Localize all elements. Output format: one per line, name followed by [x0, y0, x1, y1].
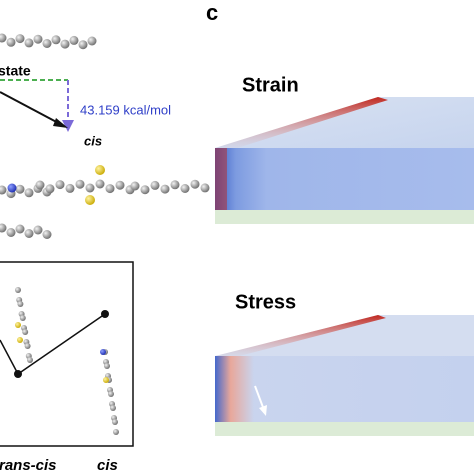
- path-arrowhead: [53, 118, 68, 128]
- barrier-label: 43.159 kcal/mol: [80, 102, 171, 117]
- atom: [60, 39, 70, 49]
- atom: [24, 229, 34, 238]
- plot-point: [101, 310, 109, 318]
- atom: [22, 329, 29, 335]
- atom: [160, 184, 170, 194]
- atom: [65, 183, 75, 193]
- atom: [33, 225, 43, 235]
- atom: [170, 180, 180, 190]
- atom: [17, 337, 23, 343]
- atom: [130, 181, 140, 191]
- atom: [42, 39, 52, 48]
- atom: [17, 301, 24, 307]
- slab-corner: [215, 148, 227, 210]
- atom: [55, 180, 65, 190]
- atom: [33, 34, 43, 44]
- atom: [27, 357, 33, 363]
- molecules: [0, 33, 210, 435]
- x-label: trans-cis: [0, 457, 57, 474]
- stress-arrowhead: [259, 405, 267, 416]
- atom: [113, 429, 119, 435]
- end-label: cis: [84, 133, 102, 148]
- atom: [200, 183, 210, 193]
- atom: [24, 188, 34, 198]
- atom: [15, 322, 21, 328]
- atom: [115, 180, 125, 190]
- atom: [69, 35, 79, 45]
- sim-title: Stress: [235, 291, 296, 313]
- stress-arrow: [254, 385, 265, 411]
- atom: [35, 180, 45, 190]
- atom: [110, 405, 116, 411]
- atom: [85, 195, 95, 205]
- atom: [104, 363, 110, 369]
- atom: [85, 183, 95, 193]
- slab-front: [215, 148, 474, 210]
- atom: [19, 315, 26, 321]
- atom: [0, 223, 7, 233]
- atom: [24, 38, 34, 48]
- atom: [190, 179, 200, 189]
- atom: [180, 184, 190, 193]
- atom: [95, 165, 105, 175]
- atom: [45, 184, 55, 194]
- atom: [108, 391, 114, 397]
- atom: [0, 185, 7, 195]
- x-label: cis: [97, 457, 118, 474]
- atom: [105, 184, 115, 194]
- atom: [75, 179, 85, 189]
- atom: [140, 185, 150, 195]
- atom: [7, 183, 17, 193]
- atom: [15, 184, 25, 194]
- atom: [0, 33, 7, 43]
- plot-frame: [0, 261, 134, 447]
- state-label: state: [0, 63, 31, 79]
- atom: [78, 40, 88, 50]
- slab-front: [215, 356, 474, 422]
- plot-line: [0, 313, 106, 376]
- sim-title: Strain: [242, 74, 299, 96]
- plot-point: [14, 370, 22, 378]
- atom: [112, 419, 118, 425]
- slab-edge: [215, 315, 386, 360]
- slab-top: [215, 97, 474, 148]
- barrier-arrowhead: [62, 120, 74, 132]
- atom: [24, 343, 31, 349]
- slab-edge: [215, 97, 388, 152]
- atom: [6, 37, 16, 47]
- path-line: [0, 91, 65, 127]
- atom: [15, 224, 25, 234]
- slab-base: [215, 422, 474, 436]
- atom: [42, 230, 52, 239]
- atom: [103, 377, 109, 383]
- atom: [100, 349, 106, 355]
- panel-label: c: [206, 0, 218, 25]
- atom: [15, 34, 25, 44]
- slab-top: [215, 315, 474, 356]
- atom: [6, 228, 16, 237]
- atom: [150, 180, 160, 190]
- slab-base: [215, 210, 474, 224]
- atom: [87, 36, 97, 46]
- atom: [51, 35, 61, 45]
- atom: [95, 179, 105, 189]
- atom: [15, 287, 21, 293]
